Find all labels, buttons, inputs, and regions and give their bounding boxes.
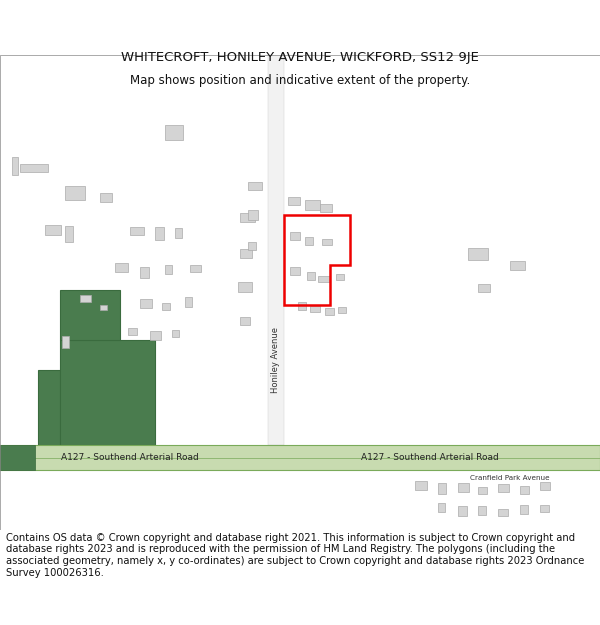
Bar [458,506,467,516]
Bar [65,186,85,200]
Bar [298,302,306,310]
Bar [140,267,149,278]
Bar [458,483,469,492]
Bar [100,193,112,202]
Bar [248,210,258,220]
Text: Honiley Avenue: Honiley Avenue [271,327,281,393]
Bar [248,182,262,190]
Bar [478,506,486,515]
Bar [240,213,255,222]
Bar [238,282,252,292]
Bar [150,331,161,340]
Bar [540,505,549,512]
Bar [520,486,529,494]
Bar [190,265,201,272]
Bar [268,55,284,445]
Bar [318,276,330,282]
Bar [0,445,35,470]
Bar [60,340,155,445]
Bar [175,228,182,238]
Text: Cranfield Park Avenue: Cranfield Park Avenue [470,475,550,481]
Bar [310,306,320,312]
Bar [165,265,172,274]
Bar [100,305,107,310]
Bar [322,239,332,245]
Bar [62,336,69,348]
Bar [240,249,252,258]
Bar [305,200,320,210]
Bar [130,227,144,235]
Bar [248,242,256,250]
Bar [320,204,332,212]
Bar [12,157,18,175]
Bar [185,297,192,307]
Bar [38,370,60,445]
Bar [172,330,179,337]
Bar [478,284,490,292]
Bar [20,164,48,172]
Bar [415,481,427,490]
Bar [305,237,313,245]
Bar [45,225,61,235]
Bar [510,261,525,270]
Bar [520,505,528,514]
Bar [325,308,334,315]
Bar [128,328,137,335]
Bar [290,232,300,240]
Bar [498,484,509,492]
Text: A127 - Southend Arterial Road: A127 - Southend Arterial Road [61,453,199,462]
Bar [338,307,346,313]
Bar [60,290,120,340]
Bar [498,509,508,516]
Bar [336,274,344,280]
Bar [438,503,445,512]
Text: A127 - Southend Arterial Road: A127 - Southend Arterial Road [361,453,499,462]
Bar [240,317,250,325]
Bar [438,483,446,494]
Bar [80,295,91,302]
Text: Contains OS data © Crown copyright and database right 2021. This information is : Contains OS data © Crown copyright and d… [6,533,584,578]
Bar [65,226,73,242]
Text: WHITECROFT, HONILEY AVENUE, WICKFORD, SS12 9JE: WHITECROFT, HONILEY AVENUE, WICKFORD, SS… [121,51,479,64]
Bar [540,482,550,490]
Bar [155,227,164,240]
Text: Map shows position and indicative extent of the property.: Map shows position and indicative extent… [130,74,470,87]
Bar [307,272,315,280]
Bar [140,299,152,308]
Bar [162,303,170,310]
Bar [0,445,600,470]
Bar [478,487,487,494]
Bar [115,263,128,272]
Bar [165,125,183,140]
Bar [468,248,488,260]
Bar [288,197,300,205]
Bar [290,267,300,275]
